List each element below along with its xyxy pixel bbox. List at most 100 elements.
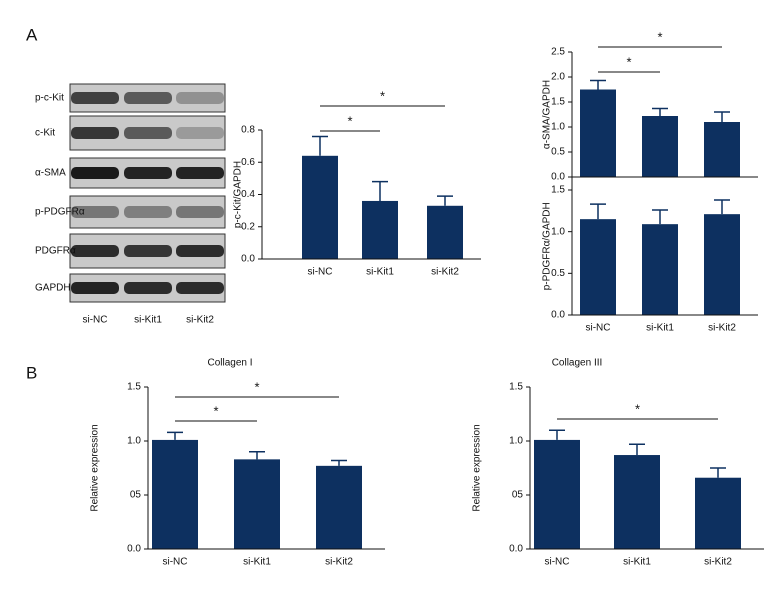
blot-row-label: c-Kit bbox=[35, 128, 55, 139]
y-axis-label: Relative expression bbox=[90, 424, 101, 511]
y-tick-label: 05 bbox=[130, 490, 142, 501]
blot-band bbox=[71, 127, 119, 139]
bar bbox=[704, 122, 740, 177]
error-bar bbox=[652, 209, 668, 225]
error-bar bbox=[437, 195, 453, 206]
bar bbox=[580, 219, 616, 315]
y-axis-label: α-SMA/GAPDH bbox=[542, 80, 553, 149]
x-tick-label: si-Kit1 bbox=[366, 267, 394, 278]
x-tick-label: si-Kit2 bbox=[708, 323, 736, 334]
panel-label: A bbox=[26, 25, 38, 44]
bar bbox=[427, 205, 463, 259]
x-tick-label: si-Kit2 bbox=[431, 267, 459, 278]
blot-band bbox=[124, 282, 172, 294]
y-tick-label: 1.5 bbox=[509, 382, 523, 393]
blot-band bbox=[71, 167, 119, 179]
blot-row-label: p-c-Kit bbox=[35, 93, 64, 104]
y-tick-label: 0.2 bbox=[241, 221, 255, 232]
bar bbox=[534, 439, 580, 549]
error-bar bbox=[714, 111, 730, 122]
error-bar bbox=[549, 429, 565, 440]
y-axis-label: Relative expression bbox=[472, 424, 483, 511]
error-bar bbox=[167, 431, 183, 440]
y-tick-label: 0.8 bbox=[241, 125, 255, 136]
error-bar bbox=[629, 443, 645, 456]
significance-label: * bbox=[626, 54, 631, 69]
significance-label: * bbox=[254, 379, 259, 394]
bar bbox=[642, 224, 678, 315]
error-bar bbox=[714, 199, 730, 215]
blot-band bbox=[176, 92, 224, 104]
y-tick-label: 1.0 bbox=[127, 436, 141, 447]
blot-lane-label: si-Kit1 bbox=[134, 315, 162, 326]
blot-band bbox=[124, 92, 172, 104]
y-tick-label: 1.5 bbox=[551, 97, 565, 108]
blot-band bbox=[176, 245, 224, 257]
x-tick-label: si-Kit2 bbox=[704, 557, 732, 568]
blot-band bbox=[124, 206, 172, 218]
bar bbox=[316, 465, 362, 549]
x-tick-label: si-Kit1 bbox=[646, 323, 674, 334]
blot-strip bbox=[69, 195, 226, 229]
blot-band bbox=[124, 245, 172, 257]
significance-label: * bbox=[380, 88, 385, 103]
y-tick-label: 0.4 bbox=[241, 189, 255, 200]
bar bbox=[234, 459, 280, 549]
blot-band bbox=[71, 282, 119, 294]
blot-row-label: PDGFRα bbox=[35, 246, 76, 257]
significance-label: * bbox=[213, 403, 218, 418]
y-tick-label: 0.0 bbox=[551, 310, 565, 321]
blot-band bbox=[176, 282, 224, 294]
blot-lane-label: si-Kit2 bbox=[186, 315, 214, 326]
x-tick-label: si-NC bbox=[163, 557, 188, 568]
y-axis-label: p-c-Kit/GAPDH bbox=[233, 161, 244, 228]
blot-band bbox=[176, 127, 224, 139]
blot-lane-label: si-NC bbox=[83, 315, 108, 326]
blot-band bbox=[71, 206, 119, 218]
significance-label: * bbox=[347, 113, 352, 128]
error-bar bbox=[312, 135, 328, 156]
blot-row-label: α-SMA bbox=[35, 168, 66, 179]
y-tick-label: 2.5 bbox=[551, 47, 565, 58]
bar bbox=[642, 116, 678, 177]
bar bbox=[302, 155, 338, 259]
error-bar bbox=[372, 180, 388, 201]
blot-band bbox=[124, 167, 172, 179]
bar bbox=[152, 439, 198, 549]
y-tick-label: 1.0 bbox=[551, 122, 565, 133]
y-tick-label: 1.0 bbox=[551, 226, 565, 237]
y-tick-label: 05 bbox=[512, 490, 524, 501]
error-bar bbox=[652, 107, 668, 116]
y-tick-label: 1.5 bbox=[127, 382, 141, 393]
error-bar bbox=[590, 79, 606, 90]
error-bar bbox=[331, 459, 347, 466]
blot-row-label: GAPDH bbox=[35, 283, 71, 294]
bar bbox=[362, 200, 398, 259]
y-tick-label: 0.0 bbox=[241, 254, 255, 265]
error-bar bbox=[590, 203, 606, 220]
bar bbox=[695, 477, 741, 549]
y-tick-label: 0.5 bbox=[551, 268, 565, 279]
y-tick-label: 0.0 bbox=[551, 172, 565, 183]
y-tick-label: 0.0 bbox=[127, 544, 141, 555]
y-tick-label: 0.6 bbox=[241, 157, 255, 168]
x-tick-label: si-Kit1 bbox=[243, 557, 271, 568]
error-bar bbox=[710, 467, 726, 478]
bar bbox=[704, 214, 740, 315]
y-tick-label: 1.5 bbox=[551, 185, 565, 196]
error-bar bbox=[249, 451, 265, 460]
bar bbox=[614, 455, 660, 549]
x-tick-label: si-NC bbox=[586, 323, 611, 334]
blot-band bbox=[176, 206, 224, 218]
y-tick-label: 0.5 bbox=[551, 147, 565, 158]
y-tick-label: 1.0 bbox=[509, 436, 523, 447]
panel-label: B bbox=[26, 363, 37, 382]
x-tick-label: si-Kit1 bbox=[623, 557, 651, 568]
y-tick-label: 2.0 bbox=[551, 72, 565, 83]
blot-band bbox=[176, 167, 224, 179]
x-tick-label: si-NC bbox=[545, 557, 570, 568]
blot-band bbox=[124, 127, 172, 139]
blot-row-label: p-PDGFRα bbox=[35, 207, 85, 218]
bar bbox=[580, 89, 616, 177]
